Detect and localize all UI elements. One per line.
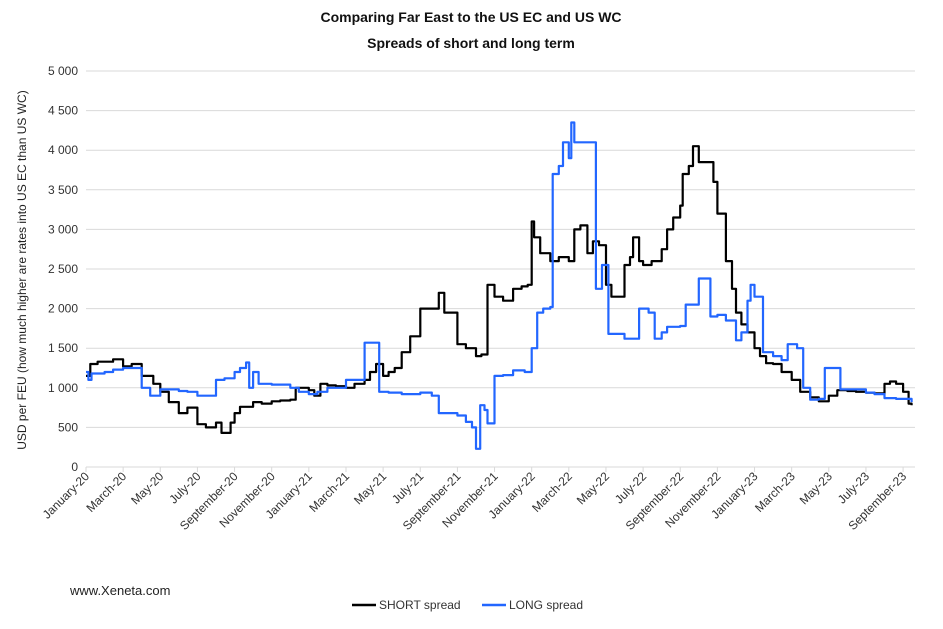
y-tick-label: 2 500 [48, 262, 78, 276]
y-tick-label: 4 500 [48, 104, 78, 118]
y-tick-label: 500 [58, 420, 78, 434]
y-tick-label: 0 [71, 460, 78, 474]
series-long-spread-line [86, 121, 913, 450]
y-tick-label: 1 000 [48, 381, 78, 395]
x-tick-label: March-23 [752, 469, 798, 515]
chart-title-line2: Spreads of short and long term [367, 35, 575, 51]
x-tick-label: March-21 [306, 469, 352, 515]
legend-label-short: SHORT spread [379, 598, 461, 612]
legend: SHORT spread LONG spread [352, 598, 583, 612]
x-tick-label: May-22 [574, 469, 612, 507]
x-tick-label: May-23 [797, 469, 835, 507]
y-tick-label: 1 500 [48, 341, 78, 355]
y-tick-label: 5 000 [48, 64, 78, 78]
series-short-spread-line [86, 145, 913, 434]
x-tick-label: May-20 [128, 469, 166, 507]
x-tick-label: May-21 [351, 469, 389, 507]
x-tick-label: March-20 [84, 469, 130, 515]
legend-label-long: LONG spread [509, 598, 583, 612]
source-credit: www.Xeneta.com [70, 583, 171, 598]
y-tick-label: 3 500 [48, 183, 78, 197]
x-tick-label: January-20 [40, 469, 93, 522]
x-tick-label: March-22 [529, 469, 575, 515]
y-axis-label: USD per FEU (how much higher are rates i… [15, 90, 29, 449]
y-tick-label: 2 000 [48, 302, 78, 316]
chart-title-line1: Comparing Far East to the US EC and US W… [320, 9, 621, 25]
y-tick-label: 4 000 [48, 143, 78, 157]
y-tick-label: 3 000 [48, 222, 78, 236]
